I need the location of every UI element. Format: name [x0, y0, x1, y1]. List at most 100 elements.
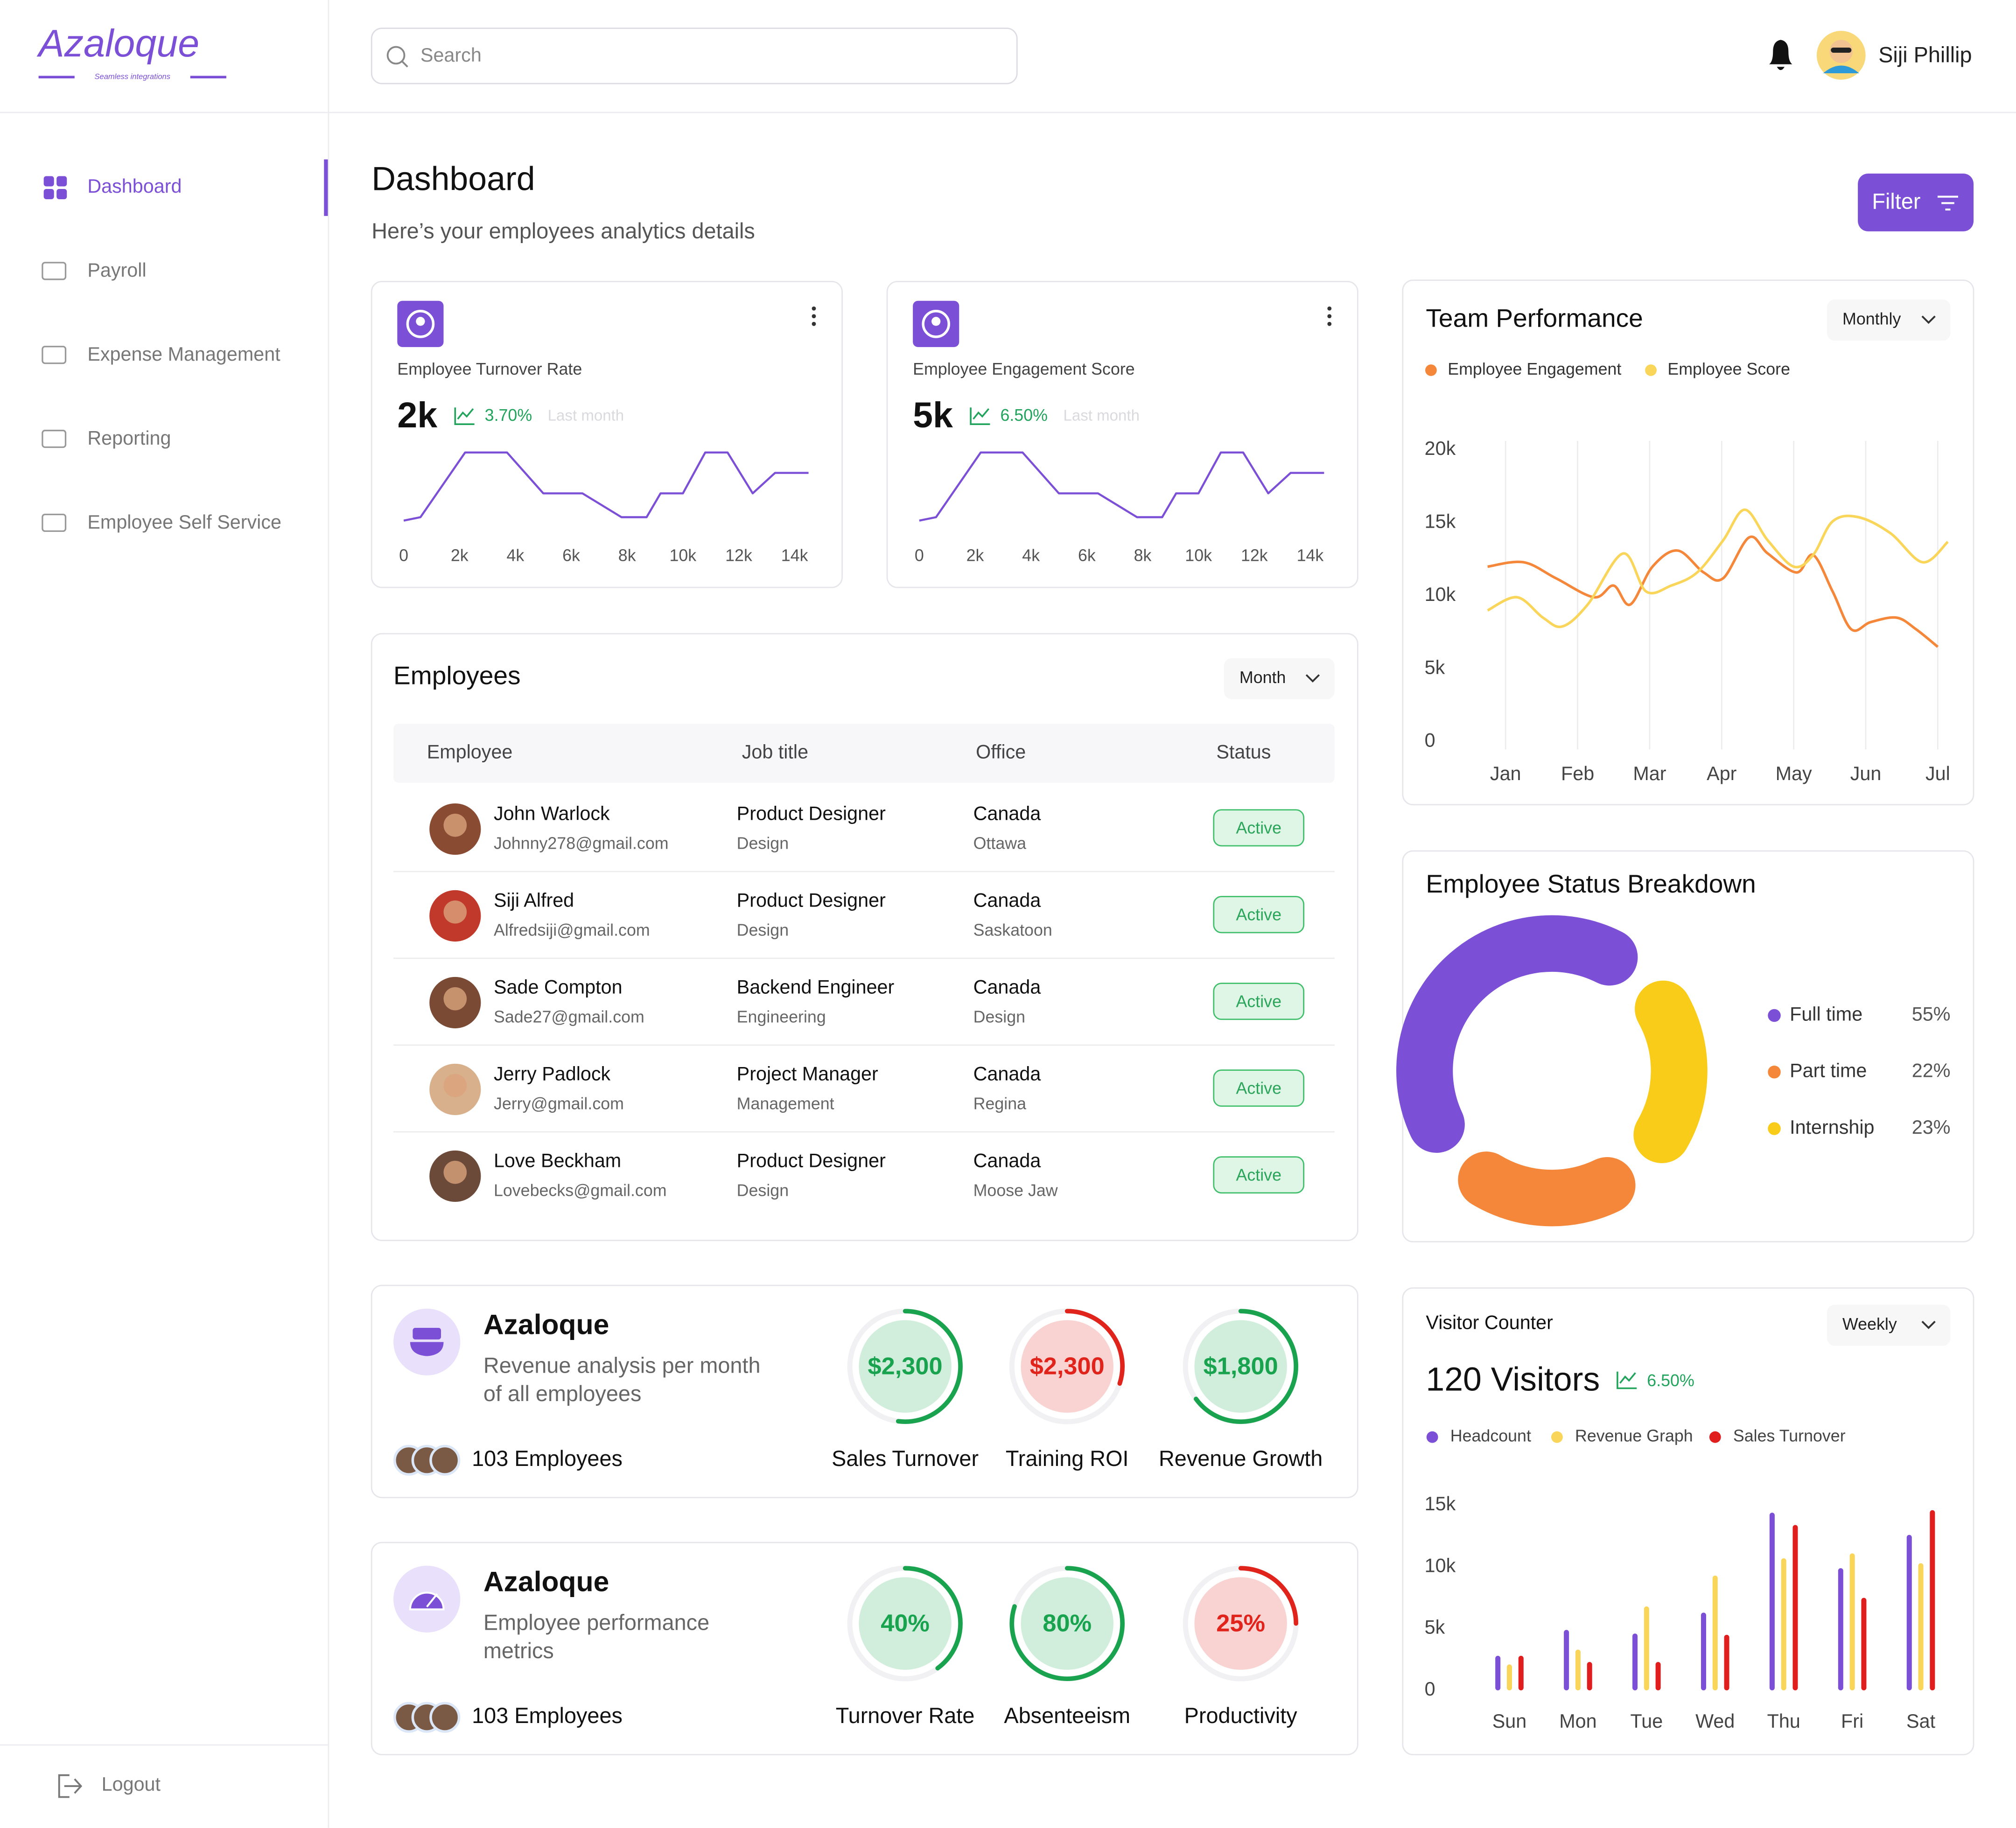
menu-dot[interactable] — [812, 306, 816, 311]
status-badge — [1213, 896, 1305, 934]
legend-label: Sales Turnover — [1733, 1427, 1846, 1445]
card-icon-glyph — [413, 1328, 441, 1340]
x-tick-label: 0 — [915, 546, 924, 565]
menu-dot[interactable] — [1327, 314, 1332, 319]
office-country: Canada — [973, 890, 1041, 911]
legend-label: Headcount — [1450, 1427, 1531, 1445]
card-icon-dot — [416, 317, 425, 326]
status-label: Active — [1236, 1079, 1281, 1097]
stat-period: Last month — [1063, 407, 1140, 424]
status-label: Active — [1236, 992, 1281, 1011]
dropdown-label: Monthly — [1842, 309, 1901, 328]
nav-icon — [42, 513, 67, 532]
trend-icon — [454, 407, 475, 425]
x-tick-label: Jan — [1490, 763, 1521, 784]
menu-dot[interactable] — [1327, 321, 1332, 326]
bar — [1495, 1655, 1501, 1690]
bar — [1564, 1630, 1569, 1690]
x-tick-label: 12k — [1241, 546, 1268, 565]
nav-item[interactable]: Reporting — [42, 427, 171, 449]
sparkline — [403, 451, 809, 522]
bar — [1632, 1633, 1638, 1690]
nav-item[interactable]: Expense Management — [42, 343, 280, 365]
gauge-value: $2,300 — [868, 1353, 943, 1380]
bell-icon[interactable] — [1769, 40, 1792, 70]
dropdown-label: Weekly — [1842, 1315, 1897, 1333]
search-icon — [401, 61, 408, 68]
table-header — [393, 724, 1335, 783]
card-title: Employee Status Breakdown — [1426, 869, 1756, 898]
stat-value: 2k — [397, 395, 437, 435]
nav-item[interactable]: Payroll — [42, 259, 147, 281]
trend-icon — [1617, 1371, 1637, 1389]
card — [1402, 1287, 1974, 1756]
nav-item[interactable]: Employee Self Service — [42, 511, 281, 533]
x-tick-label: 14k — [1297, 546, 1324, 565]
x-tick-label: Sun — [1492, 1710, 1527, 1732]
gauge-fill — [859, 1577, 952, 1670]
column-header: Job title — [742, 741, 808, 762]
x-tick-label: Wed — [1695, 1710, 1735, 1732]
active-indicator — [324, 159, 328, 216]
card-description: Employee performance metrics — [483, 1611, 710, 1664]
gauge-arc — [896, 1309, 963, 1424]
gauge-value: 80% — [1043, 1610, 1092, 1637]
search-box[interactable]: Search — [371, 28, 1018, 84]
card — [371, 633, 1358, 1242]
bar — [1701, 1612, 1706, 1690]
office-city: Regina — [973, 1094, 1027, 1113]
employee-avatar-face — [443, 813, 467, 837]
bar — [1838, 1568, 1843, 1690]
card-title: Team Performance — [1426, 304, 1643, 333]
nav-item[interactable]: Dashboard — [43, 159, 328, 216]
y-tick-label: 10k — [1425, 584, 1456, 605]
donut-segment — [1633, 980, 1708, 1163]
gauge-fill — [1021, 1577, 1113, 1670]
x-tick-label: Fri — [1841, 1710, 1863, 1732]
employee-avatar-face — [443, 1074, 467, 1097]
bar — [1861, 1598, 1867, 1690]
x-tick-label: 10k — [669, 546, 696, 565]
nav-label: Payroll — [87, 259, 146, 281]
legend-swatch — [1709, 1431, 1721, 1443]
card — [371, 1542, 1358, 1756]
logout-icon — [58, 1774, 83, 1798]
department: Design — [737, 921, 789, 940]
logout-button[interactable]: Logout — [58, 1773, 161, 1798]
gauge-arc — [1194, 1309, 1298, 1424]
chevron-icon — [1921, 1320, 1936, 1329]
status-label: Active — [1236, 905, 1281, 924]
legend-value: 55% — [1912, 1003, 1951, 1025]
x-tick-label: Mon — [1559, 1710, 1596, 1732]
employee-name: Love Beckham — [494, 1150, 621, 1172]
donut-segment — [1458, 1151, 1636, 1227]
menu-dot[interactable] — [812, 314, 816, 319]
trend-icon — [970, 407, 990, 425]
employee-name: John Warlock — [494, 803, 610, 824]
x-tick-label: 14k — [781, 546, 808, 565]
bar — [1769, 1513, 1775, 1690]
legend-swatch — [1768, 1122, 1781, 1135]
gauge-value: 40% — [881, 1610, 930, 1637]
department: Management — [737, 1094, 834, 1113]
gauge-value: 25% — [1216, 1610, 1265, 1637]
employee-email: Alfredsiji@gmail.com — [494, 921, 650, 940]
menu-dot[interactable] — [812, 321, 816, 326]
status-label: Active — [1236, 1165, 1281, 1184]
gauge-label: Revenue Growth — [1159, 1446, 1323, 1471]
stat-label: Employee Engagement Score — [913, 360, 1135, 378]
office-city: Design — [973, 1007, 1025, 1026]
bar — [1918, 1563, 1924, 1690]
job-title: Backend Engineer — [737, 977, 895, 998]
dropdown[interactable]: Month — [1224, 658, 1335, 699]
menu-dot[interactable] — [1327, 306, 1332, 311]
user-name: Siji Phillip — [1878, 43, 1972, 67]
legend-value: 22% — [1912, 1060, 1951, 1081]
stat-value: 5k — [913, 395, 953, 435]
dropdown[interactable]: Monthly — [1827, 299, 1951, 341]
job-title: Product Designer — [737, 890, 886, 911]
dropdown[interactable]: Weekly — [1827, 1305, 1951, 1346]
filter-button[interactable]: Filter — [1858, 173, 1974, 231]
gauge-label: Sales Turnover — [832, 1446, 979, 1471]
